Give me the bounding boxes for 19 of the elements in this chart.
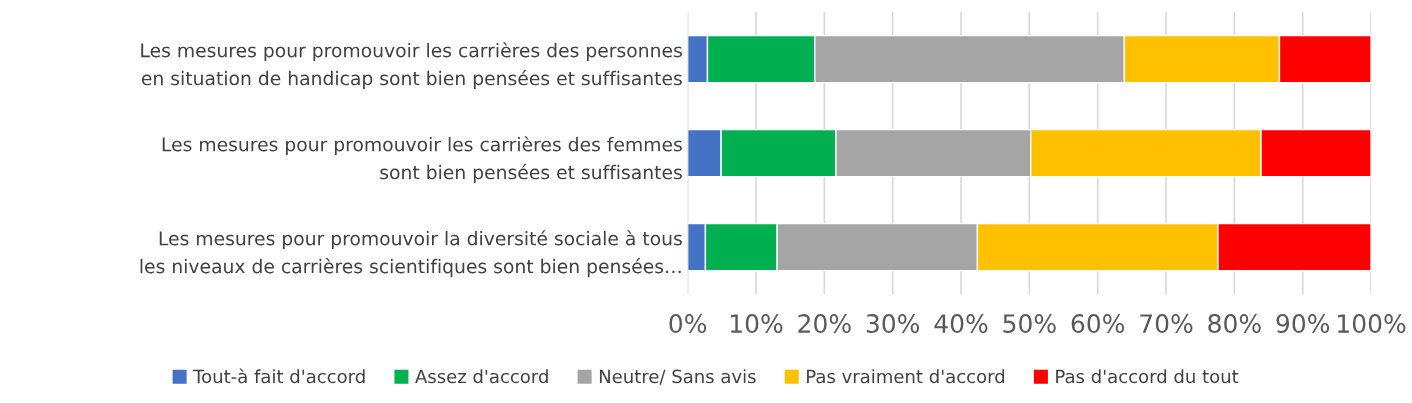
- legend-label: Neutre/ Sans avis: [599, 369, 756, 385]
- y-tick-label: Les mesures pour promouvoir la diversité sociale à tous les niveaux de carrières scientifiques sont bien pensées…: [140, 230, 682, 278]
- y-tick-label: Les mesures pour promouvoir les carrières des personnes en situation de handicap sont bien pensées et suffisantes: [141, 42, 682, 89]
- x-tick-label: 40%: [934, 314, 988, 333]
- legend-label: Tout-à fait d'accord: [193, 368, 365, 384]
- x-tick-label: 50%: [1003, 314, 1056, 333]
- x-tick-label: 20%: [798, 314, 851, 333]
- legend-label: Assez d'accord: [415, 369, 548, 384]
- x-tick-label: 70%: [1140, 314, 1193, 333]
- x-tick-label: 10%: [730, 314, 783, 333]
- x-tick-label: 30%: [866, 314, 920, 333]
- y-tick-label: Les mesures pour promouvoir les carrières des femmes sont bien pensées et suffisantes: [162, 136, 682, 183]
- x-tick-label: 90%: [1276, 314, 1330, 333]
- x-tick-label: 80%: [1208, 314, 1261, 333]
- legend-label: Pas d'accord du tout: [1056, 369, 1239, 384]
- x-tick-label: 60%: [1071, 314, 1125, 333]
- x-tick-label: 100%: [1338, 314, 1406, 333]
- x-tick-label: 0%: [669, 314, 707, 333]
- legend-label: Pas vraiment d'accord: [807, 369, 1005, 384]
